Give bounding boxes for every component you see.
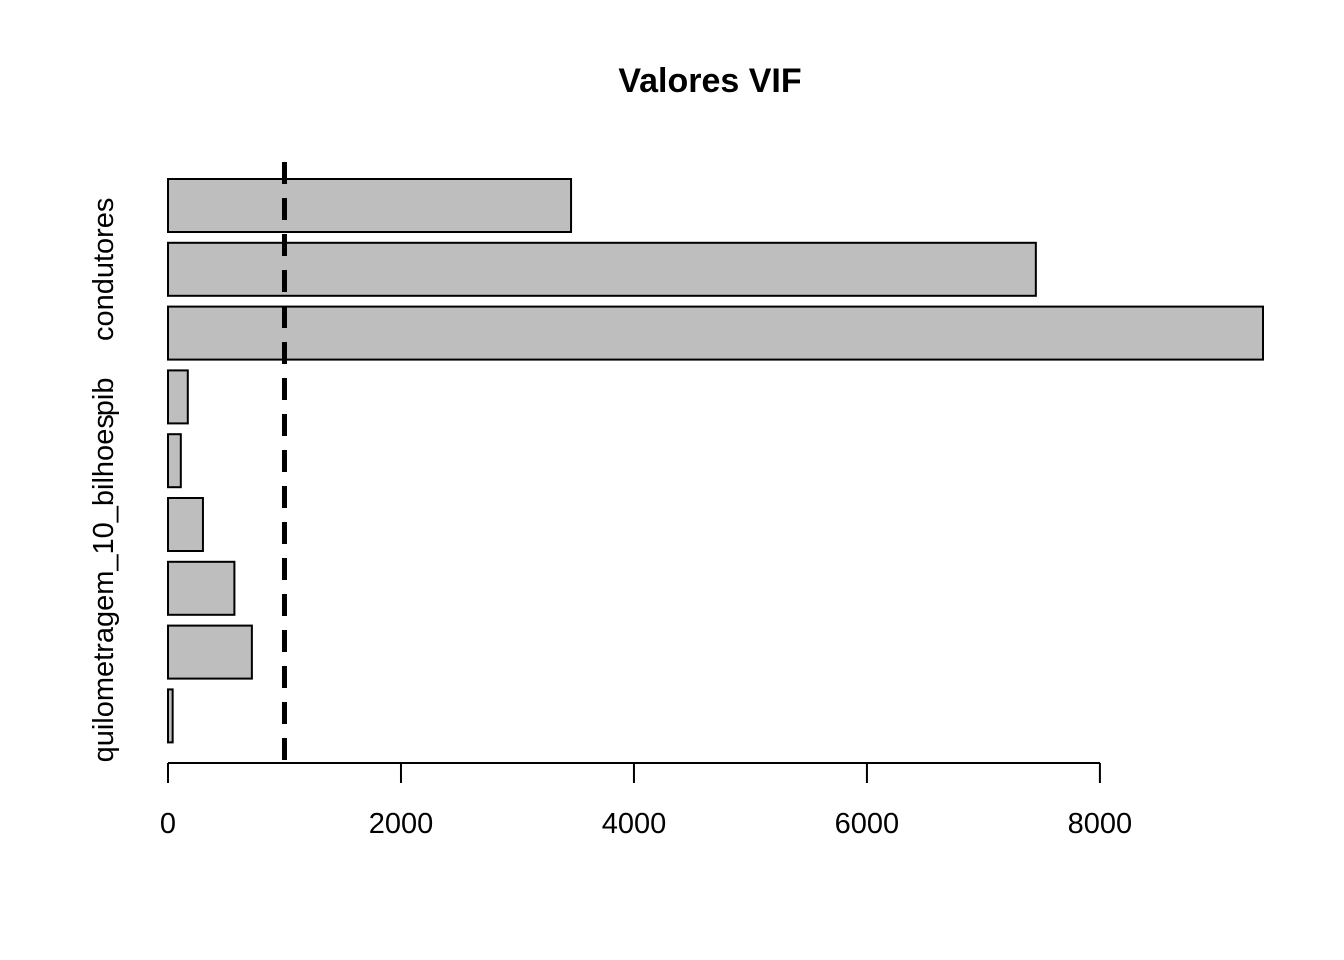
bar-4: [167, 497, 204, 552]
chart-title: Valores VIF: [618, 62, 801, 100]
bars-group: [167, 178, 1264, 744]
category-label-condutores: condutores: [88, 198, 120, 342]
category-label-pib: pib: [88, 378, 120, 417]
x-tick-label-2000: 2000: [369, 808, 434, 840]
bar-3: [167, 560, 236, 616]
x-tick-label-6000: 6000: [835, 808, 900, 840]
bar-5: [167, 433, 182, 489]
bar-2: [167, 624, 253, 680]
x-axis: 0 2000 4000 6000 8000: [160, 762, 1133, 840]
x-tick-label-8000: 8000: [1068, 808, 1133, 840]
x-tick-label-0: 0: [160, 808, 176, 840]
bar-1: [167, 688, 174, 744]
bar-6: [167, 369, 189, 425]
category-label-quilometragem_10_bilhoes: quilometragem_10_bilhoes: [88, 414, 120, 762]
bar-8: [167, 241, 1037, 297]
bar-7: [167, 305, 1264, 361]
x-tick-label-4000: 4000: [602, 808, 667, 840]
bar-9: [167, 178, 573, 233]
